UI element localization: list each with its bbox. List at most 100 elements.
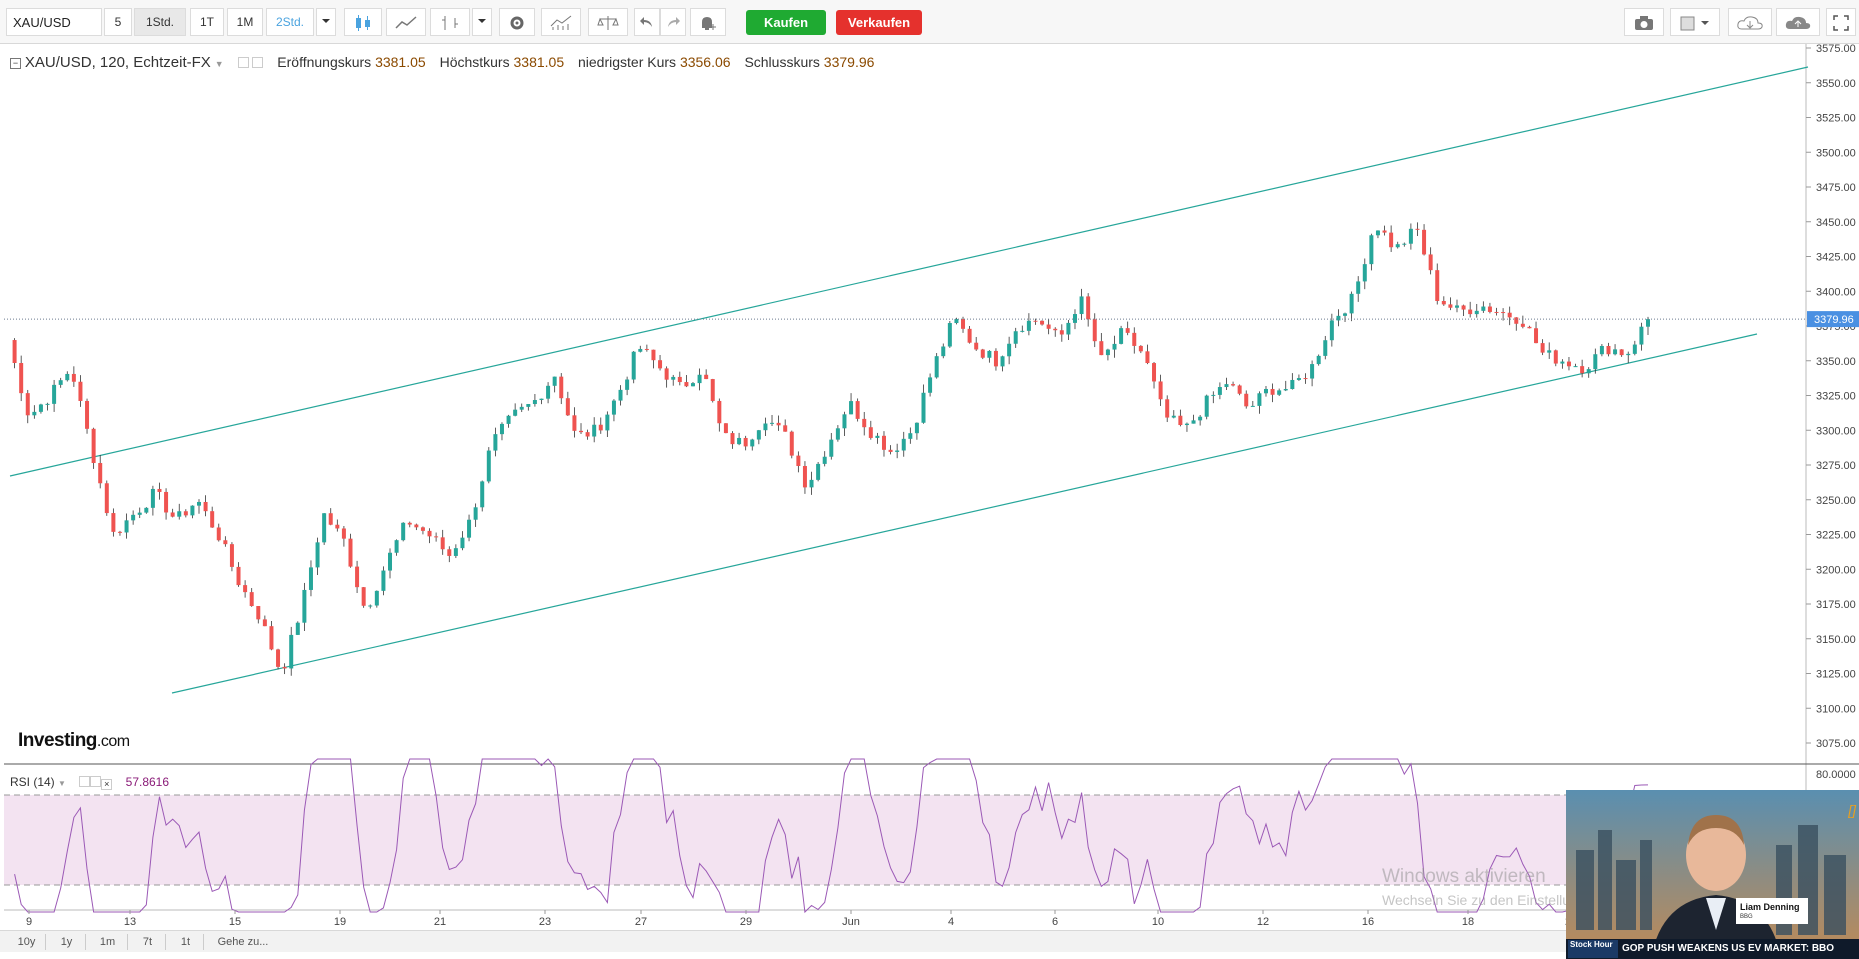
candle[interactable] [1639,322,1644,351]
news-video-player[interactable]: [] Liam Denning BBG Stock Hour GOP PUSH … [1566,790,1859,959]
candle[interactable] [1566,357,1571,371]
candle[interactable] [453,544,458,559]
candle[interactable] [1454,299,1459,313]
candle[interactable] [868,420,873,440]
candle[interactable] [895,443,900,459]
legend-settings-icon[interactable] [237,57,249,68]
candle[interactable] [1092,313,1097,348]
candle[interactable] [835,425,840,442]
candle[interactable] [480,480,485,512]
candle[interactable] [1204,394,1209,420]
candle[interactable] [1171,410,1176,419]
candle[interactable] [52,379,57,412]
candle[interactable] [137,507,142,519]
candle[interactable] [730,431,735,449]
cloud-upload-button[interactable] [1776,8,1820,36]
candle[interactable] [572,407,577,438]
candle[interactable] [203,495,208,517]
candle[interactable] [776,415,781,431]
candle[interactable] [32,405,37,419]
candle[interactable] [1593,348,1598,374]
candle[interactable] [546,382,551,404]
candle[interactable] [335,519,340,532]
candle[interactable] [611,399,616,422]
candle[interactable] [1402,242,1407,247]
symbol-label[interactable]: XAU/USD, 120, Echtzeit-FX [24,54,211,71]
candle[interactable] [1138,345,1143,354]
candle[interactable] [131,510,136,525]
candle[interactable] [1184,422,1189,432]
candle[interactable] [717,398,722,432]
candle[interactable] [243,580,248,598]
candle[interactable] [1415,222,1420,236]
candle[interactable] [908,427,913,444]
candle[interactable] [881,431,886,457]
candle[interactable] [802,461,807,494]
rsi-hide-icon[interactable] [90,776,102,787]
candle[interactable] [539,398,544,405]
candle[interactable] [1165,395,1170,423]
candle[interactable] [1283,380,1288,392]
candle[interactable] [12,338,17,369]
candle[interactable] [756,429,761,445]
candle[interactable] [816,461,821,482]
candle[interactable] [434,532,439,542]
candle[interactable] [1316,354,1321,366]
candle[interactable] [427,528,432,544]
candle[interactable] [361,587,366,608]
chart-type-dropdown[interactable] [472,8,492,36]
candle[interactable] [579,423,584,435]
candle[interactable] [1369,233,1374,271]
candle[interactable] [638,345,643,353]
candle[interactable] [1211,391,1216,404]
candle[interactable] [934,353,939,379]
candles-chart-button[interactable] [344,8,382,36]
candle[interactable] [1086,293,1091,327]
candle[interactable] [987,350,992,363]
channel-upper-line[interactable] [9,66,1809,477]
candle[interactable] [183,509,188,518]
candle[interactable] [631,350,636,384]
candle[interactable] [157,482,162,500]
candle[interactable] [1356,276,1361,302]
candle[interactable] [1408,223,1413,250]
candle[interactable] [104,480,109,516]
candle[interactable] [704,369,709,380]
candle[interactable] [552,376,557,393]
candle[interactable] [743,435,748,451]
interval-dropdown[interactable] [316,8,336,36]
candle[interactable] [322,513,327,545]
candle[interactable] [98,454,103,489]
buy-button[interactable]: Kaufen [746,10,826,35]
symbol-input[interactable] [6,8,102,36]
candle[interactable] [19,355,24,402]
candle[interactable] [1375,230,1380,239]
candle[interactable] [1296,374,1301,381]
candle[interactable] [1191,414,1196,424]
candle[interactable] [559,373,564,405]
candle[interactable] [1237,384,1242,396]
candle[interactable] [1152,362,1157,389]
undo-button[interactable] [634,8,660,36]
candle[interactable] [1494,307,1499,316]
candle[interactable] [1277,388,1282,396]
candle[interactable] [585,429,590,440]
candle[interactable] [262,615,267,627]
candle[interactable] [111,508,116,537]
candle[interactable] [1000,355,1005,372]
candle[interactable] [341,525,346,547]
candle[interactable] [65,371,70,382]
candle[interactable] [967,326,972,344]
candle[interactable] [1059,324,1064,342]
channel-lower-line[interactable] [171,333,1758,694]
candle[interactable] [1481,301,1486,313]
candle[interactable] [394,539,399,556]
candle[interactable] [124,513,129,539]
candle[interactable] [355,560,360,594]
candle[interactable] [493,427,498,457]
candle[interactable] [381,566,386,596]
rsi-line[interactable] [14,758,1649,914]
candle[interactable] [1573,363,1578,368]
candle[interactable] [684,375,689,388]
candle[interactable] [1026,313,1031,336]
